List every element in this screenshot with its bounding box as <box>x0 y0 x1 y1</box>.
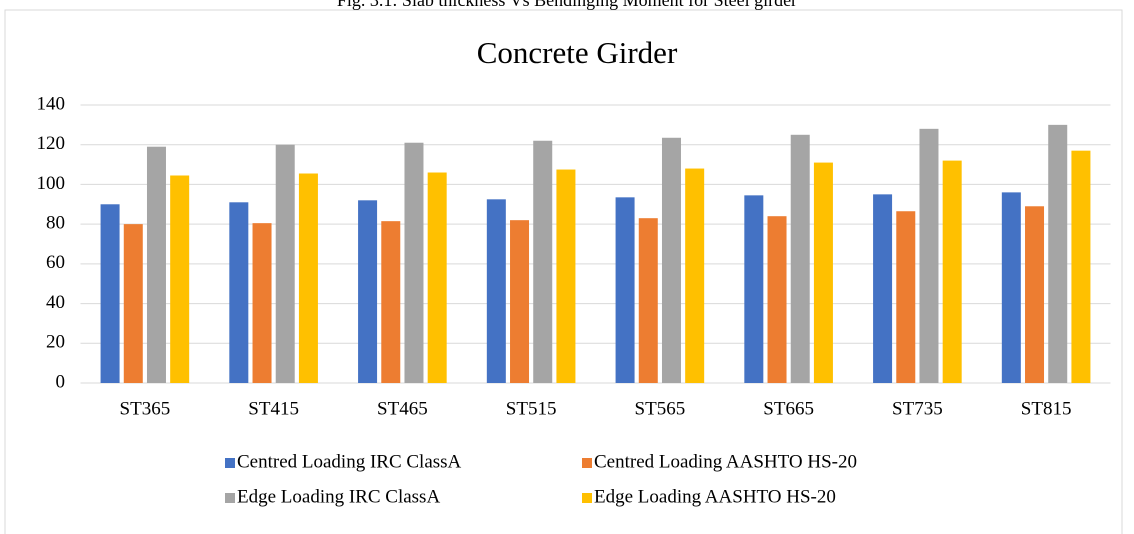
y-tick-label: 40 <box>46 292 65 313</box>
bar <box>556 169 576 383</box>
x-tick-label: ST815 <box>1021 398 1072 419</box>
bar <box>813 162 833 383</box>
legend-label: Edge Loading IRC ClassA <box>237 486 440 507</box>
legend-swatch <box>225 458 235 468</box>
bar <box>661 137 681 383</box>
y-tick-label: 0 <box>56 371 66 392</box>
bar <box>919 128 939 383</box>
legend-swatch <box>582 458 592 468</box>
bar <box>685 168 705 383</box>
bar <box>381 221 401 383</box>
bar <box>486 199 506 383</box>
y-tick-label: 140 <box>37 93 66 114</box>
bar <box>896 211 916 383</box>
bar <box>1001 192 1021 383</box>
y-tick-label: 120 <box>37 133 66 154</box>
bar <box>358 200 378 383</box>
x-tick-label: ST465 <box>377 398 428 419</box>
bar <box>298 173 318 383</box>
bar <box>427 172 447 383</box>
bar <box>873 194 893 383</box>
bar <box>275 144 295 383</box>
legend-label: Centred Loading AASHTO HS-20 <box>594 451 857 472</box>
bar <box>1025 206 1045 383</box>
y-tick-label: 100 <box>37 173 66 194</box>
bar <box>146 146 166 383</box>
bar <box>790 134 810 383</box>
bar <box>615 197 635 383</box>
bar <box>1048 124 1068 383</box>
y-tick-label: 60 <box>46 252 65 273</box>
y-tick-label: 80 <box>46 213 65 234</box>
bar <box>123 224 143 383</box>
bar <box>100 204 120 383</box>
x-tick-label: ST365 <box>120 398 171 419</box>
x-tick-label: ST515 <box>506 398 557 419</box>
bar <box>638 218 658 383</box>
bar <box>942 160 962 383</box>
x-tick-label: ST665 <box>763 398 814 419</box>
legend-label: Edge Loading AASHTO HS-20 <box>594 486 836 507</box>
legend-swatch <box>582 493 592 503</box>
bar <box>404 142 424 383</box>
y-tick-label: 20 <box>46 332 65 353</box>
chart-title: Concrete Girder <box>477 35 678 70</box>
bar <box>170 175 190 383</box>
bar <box>252 223 272 383</box>
bar <box>533 140 553 383</box>
bar <box>744 195 764 383</box>
x-tick-label: ST735 <box>892 398 943 419</box>
x-tick-label: ST565 <box>635 398 686 419</box>
figure-caption: Fig. 3.1: Slab thickness Vs Bendinging M… <box>337 0 797 10</box>
legend-label: Centred Loading IRC ClassA <box>237 451 462 472</box>
bar <box>1071 150 1091 383</box>
bar <box>229 202 249 383</box>
x-tick-label: ST415 <box>248 398 299 419</box>
legend-swatch <box>225 493 235 503</box>
bar <box>510 220 530 383</box>
bar <box>767 216 787 383</box>
